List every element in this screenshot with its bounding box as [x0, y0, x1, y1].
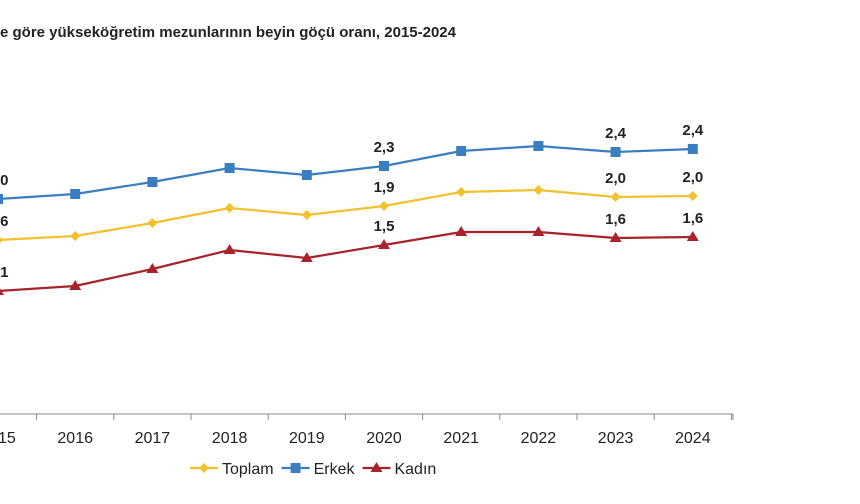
x-tick-label: 2019	[289, 430, 325, 447]
triangle-marker	[532, 226, 545, 236]
square-marker	[70, 189, 81, 199]
data-label: 1,6	[682, 210, 703, 227]
square-marker	[533, 141, 544, 151]
legend-label: Kadın	[394, 461, 436, 478]
diamond-marker	[224, 203, 235, 213]
x-tick-label: 2024	[675, 430, 711, 447]
x-tick-label: 2015	[0, 430, 16, 447]
triangle-marker	[455, 226, 468, 236]
x-tick-label: 2016	[57, 430, 93, 447]
triangle-marker	[0, 288, 4, 295]
data-label: 1,6	[0, 213, 8, 230]
x-tick-label: 2021	[443, 430, 479, 447]
diamond-marker	[687, 191, 698, 201]
diamond-marker	[379, 201, 389, 211]
data-label: 2,0	[605, 170, 626, 187]
diamond-marker	[456, 187, 467, 197]
data-label: 1,9	[374, 179, 395, 196]
data-label: 2,0	[0, 172, 8, 189]
data-label: 1,5	[374, 218, 395, 235]
square-marker	[147, 177, 158, 187]
chart-title: e göre yükseköğretim mezunlarının beyin …	[0, 24, 456, 41]
legend-label: Erkek	[314, 461, 356, 478]
x-tick-label: 2017	[135, 430, 171, 447]
data-label: 2,4	[682, 122, 704, 139]
square-marker	[301, 170, 312, 180]
square-marker	[224, 163, 235, 173]
series-line-toplam	[0, 188, 693, 241]
series-line-kadın	[0, 230, 693, 292]
triangle-marker	[378, 239, 390, 249]
x-tick-label: 2020	[366, 430, 402, 447]
x-tick-label: 2023	[598, 430, 634, 447]
square-marker	[290, 463, 301, 473]
triangle-marker	[146, 263, 159, 273]
triangle-marker	[609, 232, 622, 242]
square-marker	[0, 194, 3, 204]
data-label: 2,4	[605, 125, 627, 142]
diamond-marker	[147, 218, 158, 228]
square-marker	[456, 146, 467, 156]
square-marker	[379, 161, 389, 171]
data-label: 1,1	[0, 264, 8, 281]
triangle-marker	[370, 462, 383, 472]
square-marker	[610, 147, 621, 157]
triangle-marker	[69, 280, 82, 290]
data-label: 2,0	[682, 169, 703, 186]
diamond-marker	[533, 185, 544, 195]
data-label: 1,6	[605, 211, 626, 228]
triangle-marker	[300, 252, 313, 262]
square-marker	[687, 144, 698, 154]
diamond-marker	[199, 463, 209, 473]
x-tick-label: 2022	[521, 430, 557, 447]
triangle-marker	[686, 231, 699, 241]
legend-label: Toplam	[222, 461, 274, 478]
triangle-marker	[223, 244, 236, 254]
x-tick-label: 2018	[212, 430, 248, 447]
diamond-marker	[70, 231, 81, 241]
series-line-erkek	[0, 144, 693, 200]
diamond-marker	[610, 192, 621, 202]
data-label: 2,3	[374, 139, 395, 156]
diamond-marker	[301, 210, 312, 220]
diamond-marker	[0, 237, 3, 243]
